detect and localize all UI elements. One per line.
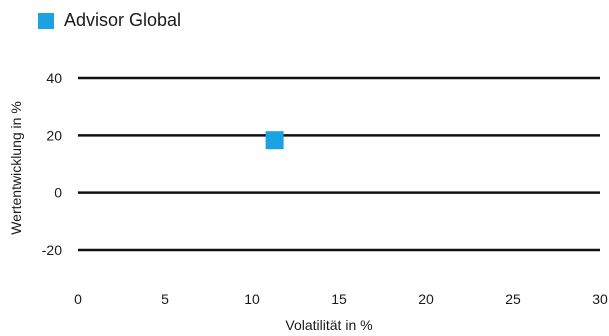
x-tick-label: 30 <box>592 291 608 307</box>
y-axis-label: Wertentwicklung in % <box>8 101 24 235</box>
y-tick-label: 0 <box>54 185 62 201</box>
y-tick-label: 40 <box>46 70 62 86</box>
x-tick-label: 25 <box>505 291 521 307</box>
x-tick-label: 10 <box>244 291 260 307</box>
x-tick-label: 20 <box>418 291 434 307</box>
legend: Advisor Global <box>38 10 181 31</box>
x-axis-label: Volatilität in % <box>285 317 372 333</box>
y-tick-label: 20 <box>46 127 62 143</box>
legend-label: Advisor Global <box>64 10 182 30</box>
data-point <box>265 131 284 150</box>
legend-swatch <box>38 12 54 29</box>
x-tick-label: 0 <box>74 291 82 307</box>
x-tick-label: 15 <box>331 291 347 307</box>
x-tick-label: 5 <box>161 291 169 307</box>
y-tick-label: -20 <box>42 242 62 258</box>
